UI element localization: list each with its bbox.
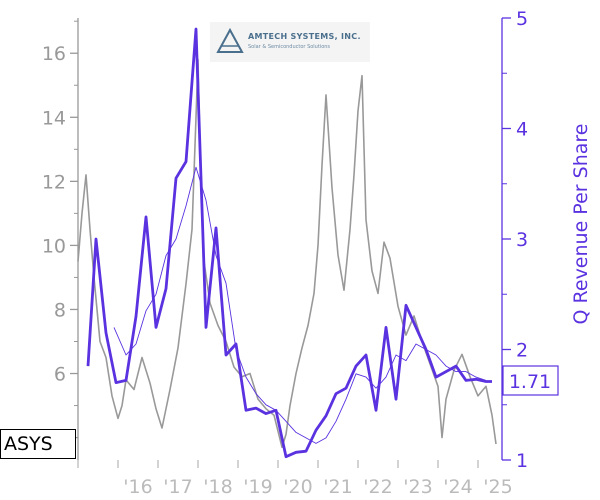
left-axis-tick-label: 8 bbox=[54, 299, 66, 321]
left-axis-tick-label: 6 bbox=[54, 364, 66, 386]
left-axis: 46810121416 bbox=[42, 18, 79, 460]
x-axis-tick-label: '17 bbox=[163, 476, 192, 498]
right-axis-tick-label: 4 bbox=[516, 119, 528, 141]
x-axis-tick-label: '22 bbox=[363, 476, 392, 498]
x-axis-tick-label: '21 bbox=[323, 476, 352, 498]
current-value-box-border bbox=[502, 365, 559, 396]
left-axis-tick-label: 16 bbox=[42, 43, 66, 65]
price-line bbox=[77, 58, 497, 448]
company-logo: AMTECH SYSTEMS, INC. Solar & Semiconduct… bbox=[210, 22, 370, 62]
logo-subtitle: Solar & Semiconductor Solutions bbox=[248, 44, 331, 50]
right-axis-tick-label: 1 bbox=[516, 450, 528, 472]
left-axis-tick-label: 12 bbox=[42, 171, 66, 193]
x-axis-tick-label: '23 bbox=[403, 476, 432, 498]
right-axis-tick-label: 2 bbox=[516, 340, 528, 362]
revenue-series bbox=[86, 27, 492, 459]
revenue-average-line bbox=[113, 166, 487, 444]
logo-title: AMTECH SYSTEMS, INC. bbox=[248, 32, 361, 41]
x-axis-tick-label: '16 bbox=[123, 476, 152, 498]
x-axis-tick-label: '24 bbox=[443, 476, 472, 498]
price-series bbox=[77, 58, 497, 448]
x-axis-tick-label: '25 bbox=[483, 476, 512, 498]
x-axis-tick-label: '20 bbox=[283, 476, 312, 498]
left-axis-tick-label: 10 bbox=[42, 235, 66, 257]
right-axis-label: Q Revenue Per Share bbox=[570, 124, 592, 325]
logo-mark-icon bbox=[216, 27, 244, 53]
current-value-label: 1.71 bbox=[509, 371, 551, 393]
right-axis-tick-label: 5 bbox=[516, 8, 528, 30]
current-value-box: 1.71 bbox=[502, 365, 559, 396]
x-axis: '16 '17 '18 '19 '20 '21 '22 '23 '24 '25 bbox=[77, 460, 513, 498]
left-axis-tick-label: 14 bbox=[42, 107, 66, 129]
right-axis-tick-label: 3 bbox=[516, 229, 528, 251]
revenue-line bbox=[86, 27, 492, 459]
revenue-average-series bbox=[113, 166, 487, 444]
x-axis-tick-label: '19 bbox=[243, 476, 272, 498]
ticker-label: ASYS bbox=[0, 429, 76, 459]
x-axis-tick-label: '18 bbox=[203, 476, 232, 498]
right-axis: 1 2 3 4 5 bbox=[501, 8, 528, 472]
